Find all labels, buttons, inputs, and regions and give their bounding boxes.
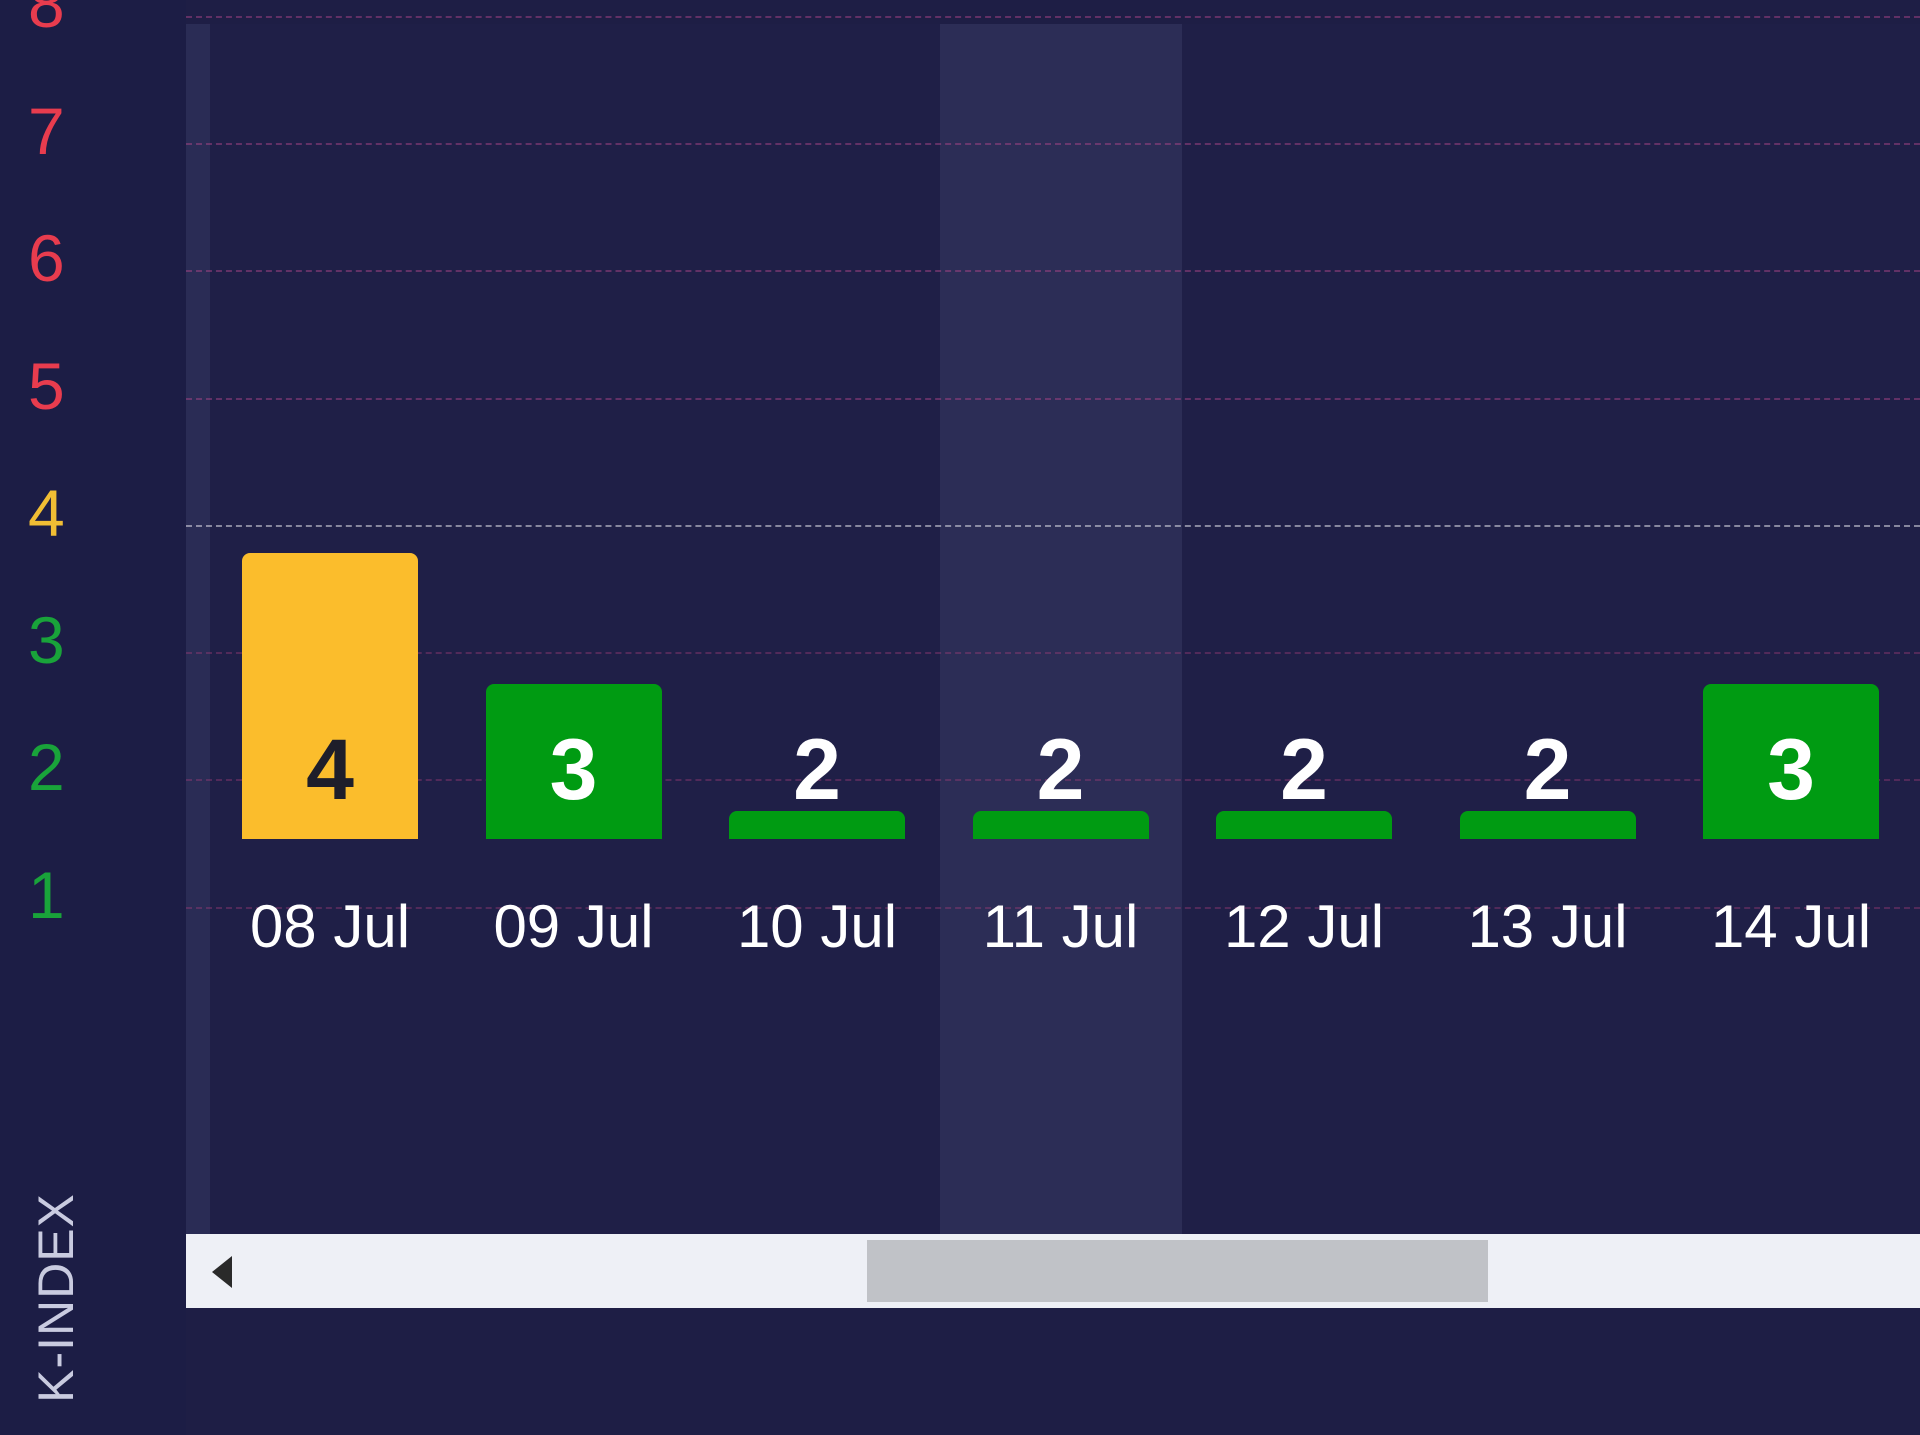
- x-tick-label: 13 Jul: [1467, 892, 1628, 960]
- x-tick-label: 11 Jul: [982, 892, 1139, 960]
- gridline: [186, 524, 1920, 527]
- kp-bar[interactable]: [242, 552, 418, 839]
- y-axis: 123456789 K-INDEX: [0, 0, 186, 1435]
- gridline: [186, 15, 1920, 18]
- y-tick-label: 1: [28, 857, 65, 932]
- bar-value-label: 4: [306, 721, 354, 818]
- bar-value-label: 2: [1280, 721, 1328, 818]
- kp-bar[interactable]: [972, 811, 1149, 839]
- y-tick-label: 2: [28, 730, 65, 805]
- y-tick-label: 6: [28, 221, 65, 296]
- today-highlight-column: [939, 24, 1182, 1234]
- x-tick-label: 10 Jul: [736, 892, 898, 960]
- bar-value-label: 2: [1036, 721, 1085, 818]
- gridline: [186, 142, 1920, 145]
- kp-bar[interactable]: [1459, 811, 1636, 839]
- triangle-left-icon[interactable]: [212, 1256, 232, 1288]
- x-tick-label: 14 Jul: [1710, 892, 1872, 960]
- gridline: [186, 652, 1920, 655]
- plot-left-edge: [186, 24, 210, 1234]
- x-tick-label: 08 Jul: [249, 892, 411, 960]
- x-tick-label: 12 Jul: [1223, 892, 1385, 960]
- kp-bar[interactable]: [485, 684, 662, 839]
- gridline: [186, 270, 1920, 273]
- gridline: [186, 906, 1920, 909]
- horizontal-scrollbar[interactable]: [186, 1234, 1920, 1308]
- y-tick-label: 8: [28, 0, 65, 41]
- bar-value-label: 3: [1767, 721, 1815, 818]
- y-axis-label: K-INDEX: [28, 1193, 84, 1403]
- y-tick-label: 7: [28, 93, 65, 168]
- y-tick-label: 3: [28, 603, 65, 678]
- bar-value-label: 2: [1523, 721, 1572, 818]
- kp-bar[interactable]: [1216, 811, 1392, 839]
- plot-area: 4 3 2 2 2 2 3 08 Jul 09 Jul 10 Jul 11 Jul 12 Jul 13…: [186, 15, 1920, 1234]
- bar-value-label: 3: [549, 721, 598, 818]
- gridline: [186, 397, 1920, 400]
- y-tick-label: 5: [28, 348, 65, 423]
- x-tick-label: 09 Jul: [493, 892, 654, 960]
- gridline: [186, 779, 1920, 782]
- bar-value-label: 2: [793, 721, 841, 818]
- scrollbar-thumb[interactable]: [867, 1240, 1489, 1302]
- kp-bar[interactable]: [729, 811, 905, 839]
- kp-bar[interactable]: [1703, 684, 1879, 839]
- y-tick-label: 4: [28, 475, 65, 550]
